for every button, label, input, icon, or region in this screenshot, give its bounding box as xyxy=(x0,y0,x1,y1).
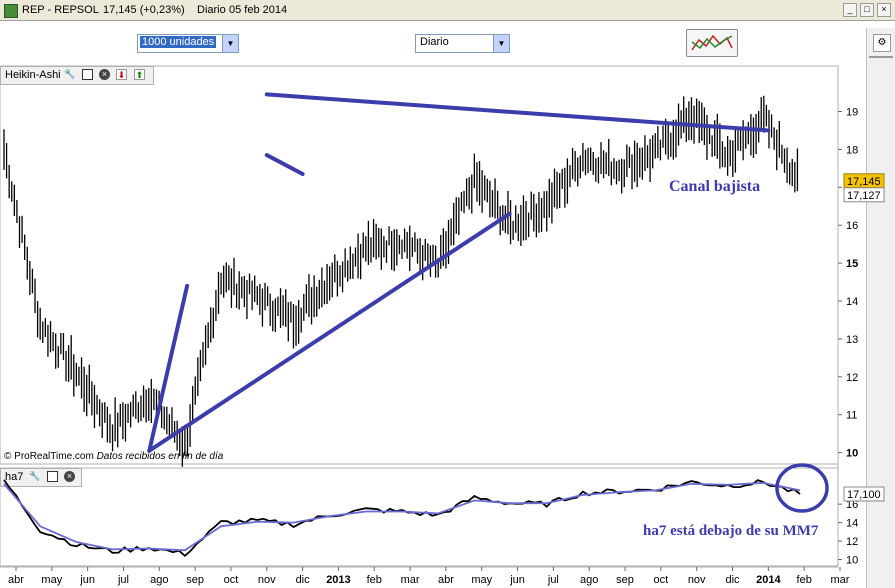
chevron-down-icon[interactable]: ▼ xyxy=(493,35,509,52)
ha7-price-label: 17,100 xyxy=(847,489,881,501)
window-icon[interactable] xyxy=(82,69,93,80)
credit-source: © ProRealTime.com xyxy=(4,451,94,462)
x-tick-label: may xyxy=(41,574,62,586)
panel-divider xyxy=(869,56,893,58)
settings-icon[interactable]: ⚙ xyxy=(873,34,891,52)
credit-note: Datos recibidos en fin de día xyxy=(96,451,224,462)
units-select-value: 1000 unidades xyxy=(140,36,217,48)
previous-price-label: 17,127 xyxy=(847,190,881,202)
x-tick-label: nov xyxy=(258,574,276,586)
wrench-icon[interactable]: 🔧 xyxy=(64,69,76,79)
x-tick-label: jul xyxy=(547,574,559,586)
lower-y-tick-label: 10 xyxy=(846,555,858,567)
y-tick-label: 18 xyxy=(846,144,858,156)
close-icon[interactable]: × xyxy=(99,69,110,80)
trendline xyxy=(147,211,512,453)
y-tick-label: 10 xyxy=(846,448,858,460)
indicators-icon xyxy=(691,34,733,51)
lower-y-tick-label: 16 xyxy=(846,499,858,511)
period-select[interactable]: Diario ▼ xyxy=(415,34,510,53)
main-panel-label: Heikin-Ashi xyxy=(5,69,61,81)
x-tick-label: sep xyxy=(186,574,204,586)
highlight-circle xyxy=(775,463,829,513)
close-icon[interactable]: × xyxy=(64,471,75,482)
y-tick-label: 11 xyxy=(846,410,857,422)
units-select[interactable]: 1000 unidades ▼ xyxy=(137,34,239,53)
window-title-price: 17,145 (+0,23%) xyxy=(103,4,185,16)
previous-price-tag xyxy=(843,187,885,203)
move-down-icon[interactable]: ⬇ xyxy=(116,69,127,80)
lower-panel-header: ha7 🔧 × xyxy=(0,468,82,487)
close-icon[interactable]: × xyxy=(877,3,891,17)
ha7-annotation: ha7 está debajo de su MM7 xyxy=(643,523,819,539)
wrench-icon[interactable]: 🔧 xyxy=(29,471,41,481)
x-tick-label: 2014 xyxy=(756,574,781,586)
x-tick-label: abr xyxy=(438,574,454,586)
x-tick-label: jul xyxy=(117,574,129,586)
x-tick-label: dic xyxy=(296,574,311,586)
trendlines xyxy=(147,92,771,453)
maximize-icon[interactable]: □ xyxy=(860,3,874,17)
y-tick-label: 13 xyxy=(846,334,858,346)
window-controls: _ □ × xyxy=(840,3,891,17)
x-tick-label: dic xyxy=(725,574,740,586)
toolbar: 1000 unidades ▼ Diario ▼ xyxy=(0,21,895,64)
x-tick-label: oct xyxy=(654,574,669,586)
y-tick-label: 12 xyxy=(846,372,858,384)
y-tick-label: 19 xyxy=(846,106,858,118)
last-price-label: 17,145 xyxy=(847,176,881,188)
chevron-down-icon[interactable]: ▼ xyxy=(222,35,238,52)
y-tick-label: 15 xyxy=(846,258,858,270)
indicators-button[interactable] xyxy=(686,29,738,57)
minimize-icon[interactable]: _ xyxy=(843,3,857,17)
x-tick-label: feb xyxy=(797,574,812,586)
window-title-symbol: REP - REPSOL xyxy=(22,4,99,16)
x-tick-label: sep xyxy=(616,574,634,586)
data-credit: © ProRealTime.com Datos recibidos en fin… xyxy=(4,451,223,462)
lower-y-tick-label: 14 xyxy=(846,518,858,530)
x-tick-label: ago xyxy=(150,574,168,586)
trendline xyxy=(264,153,305,177)
y-tick-label: 16 xyxy=(846,220,858,232)
period-select-value: Diario xyxy=(420,36,449,48)
window-icon[interactable] xyxy=(47,471,58,482)
x-tick-label: feb xyxy=(367,574,382,586)
x-tick-label: ago xyxy=(580,574,598,586)
lower-panel-label: ha7 xyxy=(5,471,24,483)
app-icon xyxy=(4,4,18,18)
ha7-ma-line xyxy=(3,481,801,552)
x-tick-label: mar xyxy=(831,574,850,586)
ha7-series xyxy=(3,479,801,557)
window-title-period: Diario xyxy=(197,4,226,16)
window-title-date: 05 feb 2014 xyxy=(229,4,288,16)
x-tick-label: mar xyxy=(401,574,420,586)
trendline xyxy=(147,283,190,453)
lower-plot-frame xyxy=(0,467,839,567)
x-tick-label: nov xyxy=(688,574,706,586)
x-tick-label: jun xyxy=(509,574,525,586)
y-tick-label: 14 xyxy=(846,296,858,308)
x-tick-label: may xyxy=(471,574,492,586)
x-tick-label: abr xyxy=(8,574,24,586)
ha7-price-tag xyxy=(843,486,885,502)
window-titlebar: REP - REPSOL 17,145 (+0,23%) Diario 05 f… xyxy=(0,0,895,21)
price-bars xyxy=(3,95,799,467)
trendline xyxy=(264,92,771,133)
x-tick-label: oct xyxy=(224,574,239,586)
ha7-line xyxy=(3,479,801,557)
x-tick-label: jun xyxy=(79,574,95,586)
channel-annotation: Canal bajista xyxy=(669,178,761,195)
lower-y-tick-label: 12 xyxy=(846,536,858,548)
x-tick-label: 2013 xyxy=(326,574,350,586)
move-up-icon[interactable]: ⬆ xyxy=(134,69,145,80)
